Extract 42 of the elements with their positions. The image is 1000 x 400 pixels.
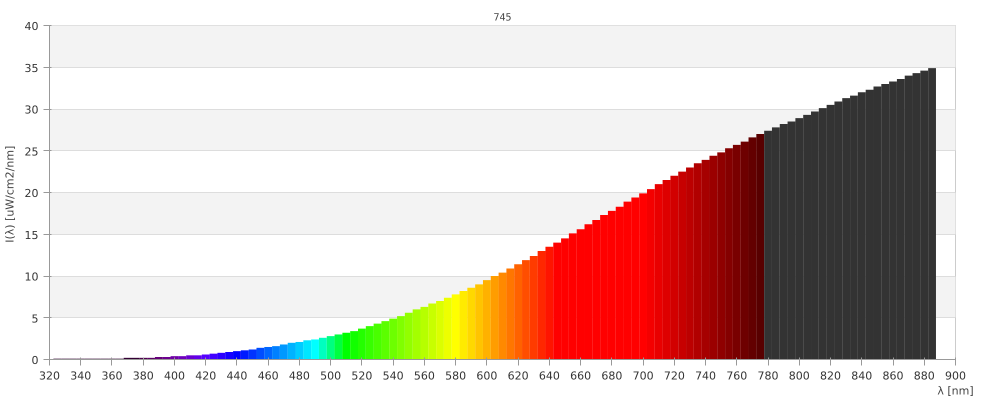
x-tick-label: 780 [758,370,779,382]
y-tick-label: 30 [24,104,39,116]
x-tick-label: 480 [288,370,310,382]
y-tick-label: 25 [24,145,39,158]
x-tick-label: 320 [39,370,60,382]
y-tick-label: 20 [24,187,39,200]
x-tick-label: 540 [382,370,404,382]
x-tick-label: 360 [101,370,122,382]
y-axis-title: I(λ) [uW/cm2/nm] [4,146,17,243]
x-tick-label: 460 [258,370,279,382]
x-tick-label: 520 [351,370,372,382]
y-tick-label: 0 [32,354,38,367]
x-tick-label: 720 [664,370,685,382]
x-tick-label: 800 [788,370,810,382]
x-tick-label: 640 [538,370,560,382]
x-tick-label: 500 [320,370,342,382]
y-tick-label: 15 [24,228,39,242]
x-tick-label: 900 [945,370,966,382]
x-tick-label: 860 [882,370,904,382]
y-tick-label: 10 [24,270,39,284]
x-tick-label: 560 [414,370,435,382]
x-tick-label: 700 [632,370,654,382]
x-tick-label: 580 [445,370,466,382]
x-tick-label: 600 [476,370,498,382]
x-tick-label: 660 [570,370,592,382]
x-tick-label: 440 [226,370,248,382]
y-tick-label: 40 [24,20,39,33]
x-tick-label: 620 [508,370,529,382]
x-tick-label: 420 [195,370,216,382]
x-tick-label: 760 [726,370,748,382]
x-tick-label: 820 [820,370,842,382]
chart-title: 745 [493,12,512,24]
x-axis-title: λ [nm] [937,384,974,398]
x-tick-label: 380 [132,370,154,382]
x-tick-label: 400 [164,370,185,382]
y-tick-label: 35 [24,62,39,75]
x-tick-label: 740 [695,370,716,382]
y-tick-label: 5 [32,312,38,326]
x-tick-label: 680 [601,370,622,382]
x-tick-label: 840 [851,370,872,382]
x-tick-label: 340 [70,370,92,382]
x-tick-label: 880 [914,370,935,382]
